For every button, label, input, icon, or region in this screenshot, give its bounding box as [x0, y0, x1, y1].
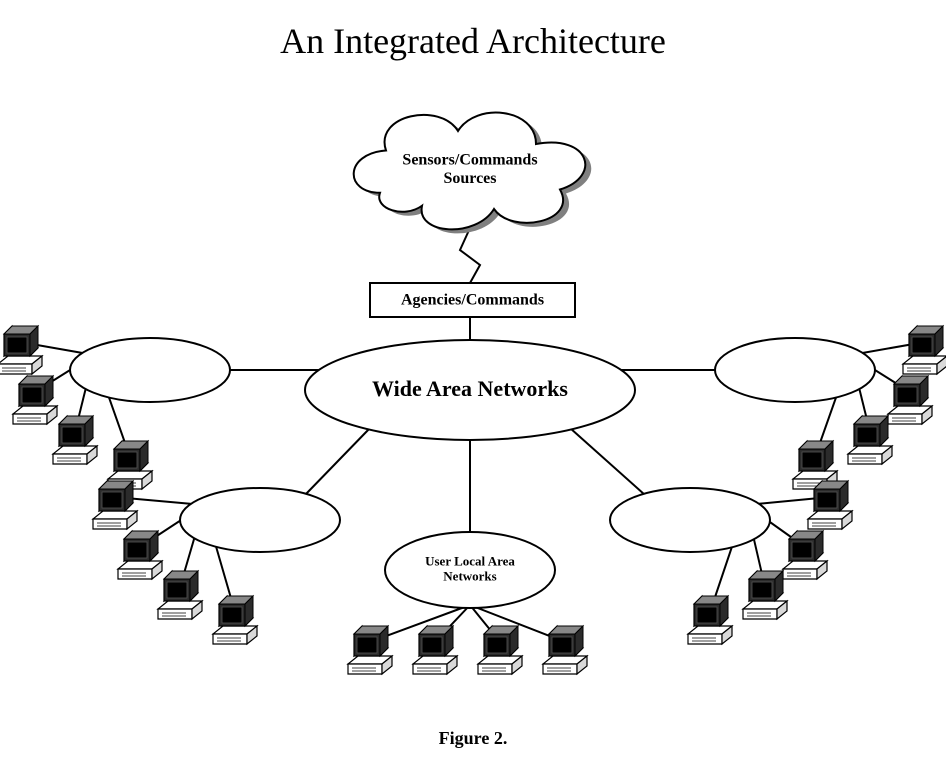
- ellipse-shape: [715, 338, 875, 402]
- diagram-stage: An Integrated Architecture Sensors/Comma…: [0, 0, 946, 766]
- ellipse-shape: [610, 488, 770, 552]
- computer-icon: [348, 626, 392, 674]
- ellipse-shape: [70, 338, 230, 402]
- edge: [305, 428, 370, 495]
- rect-node: Agencies/Commands: [370, 283, 575, 317]
- computer-icon: [413, 626, 457, 674]
- lan-node: [715, 338, 875, 402]
- computer-icon: [118, 531, 162, 579]
- computer-icon: [688, 596, 732, 644]
- computer-icon: [0, 326, 42, 374]
- cloud-label: Sources: [443, 170, 496, 187]
- computer-icon: [13, 376, 57, 424]
- computer-icon: [743, 571, 787, 619]
- computer-icon: [53, 416, 97, 464]
- figure-caption: Figure 2.: [0, 728, 946, 749]
- cloud-node: Sensors/Commands Sources: [354, 113, 592, 234]
- wan-node: Wide Area Networks: [305, 340, 635, 440]
- rect-label: Agencies/Commands: [401, 292, 544, 309]
- computer-icon: [213, 596, 257, 644]
- computer-icon: [783, 531, 827, 579]
- ellipse-label: User Local Area: [425, 554, 515, 569]
- diagram-svg: Sensors/Commands Sources Agencies/Commands…: [0, 0, 946, 766]
- computer-icon: [478, 626, 522, 674]
- lan-node: [70, 338, 230, 402]
- computer-icon: [543, 626, 587, 674]
- computer-icon: [93, 481, 137, 529]
- lan-node: [180, 488, 340, 552]
- lan-node: [610, 488, 770, 552]
- ellipse-shape: [180, 488, 340, 552]
- lan-center-node: User Local AreaNetworks: [385, 532, 555, 608]
- computer-icon: [158, 571, 202, 619]
- ellipse-label: Wide Area Networks: [372, 376, 568, 401]
- computer-icon: [808, 481, 852, 529]
- cloud-label: Sensors/Commands: [402, 151, 537, 168]
- edge: [460, 228, 480, 283]
- computer-icon: [848, 416, 892, 464]
- edge: [570, 428, 645, 495]
- ellipse-label: Networks: [443, 568, 496, 583]
- computer-icon: [888, 376, 932, 424]
- computer-icon: [903, 326, 946, 374]
